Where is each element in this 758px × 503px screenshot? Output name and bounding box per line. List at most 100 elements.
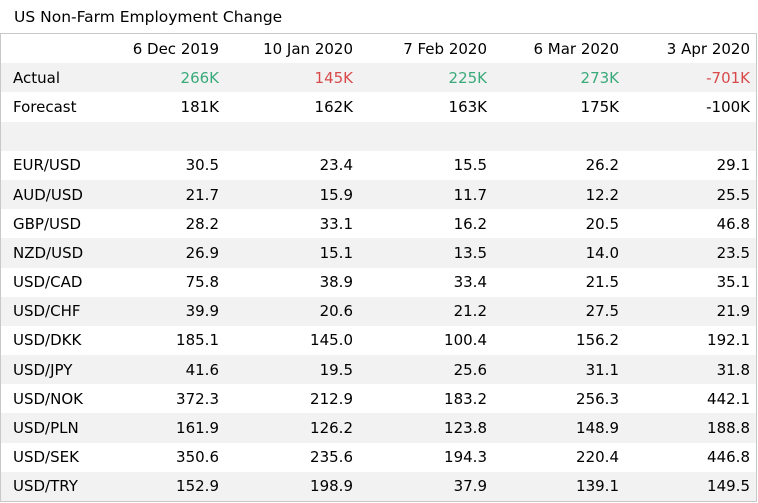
pair-row: USD/SEK 350.6 235.6 194.3 220.4 446.8 [1,443,756,472]
forecast-value: 162K [314,97,353,116]
pair-value: 26.2 [585,156,619,175]
table-title: US Non-Farm Employment Change [14,8,283,26]
actual-value: 225K [359,63,493,93]
row-label: USD/CAD [13,273,83,292]
pair-value: 33.4 [453,273,487,292]
pair-value: 123.8 [359,413,493,443]
pair-value: 19.5 [225,355,359,385]
pair-row: GBP/USD 28.2 33.1 16.2 20.5 46.8 [1,209,756,238]
row-label: Forecast [13,97,77,116]
pair-value: 149.5 [625,471,756,501]
pair-value: 21.5 [585,273,619,292]
pair-row: EUR/USD 30.5 23.4 15.5 26.2 29.1 [1,151,756,180]
row-label: USD/NOK [13,389,83,408]
pair-value: 38.9 [319,273,353,292]
data-table: 6 Dec 2019 10 Jan 2020 7 Feb 2020 6 Mar … [1,34,756,501]
actual-value: -701K [625,63,756,93]
pair-value: 25.5 [625,179,756,210]
row-label: USD/TRY [1,471,103,501]
row-label: USD/JPY [1,355,103,385]
pair-value: 145.0 [310,331,353,350]
data-table-container: 6 Dec 2019 10 Jan 2020 7 Feb 2020 6 Mar … [0,33,757,502]
pair-value: 198.9 [225,471,359,501]
row-label: USD/PLN [1,413,103,443]
table-body: 6 Dec 2019 10 Jan 2020 7 Feb 2020 6 Mar … [1,34,756,501]
pair-value: 148.9 [493,413,625,443]
pair-value: 75.8 [185,273,219,292]
pair-value: 33.1 [319,214,353,233]
column-header: 10 Jan 2020 [225,34,359,64]
pair-value: 156.2 [576,331,619,350]
forecast-value: 175K [580,97,619,116]
pair-value: 35.1 [716,273,750,292]
pair-value: 21.7 [103,179,225,210]
pair-row: USD/CAD 75.8 38.9 33.4 21.5 35.1 [1,268,756,297]
pair-row: USD/JPY 41.6 19.5 25.6 31.1 31.8 [1,355,756,385]
pair-value: 126.2 [225,413,359,443]
pair-value: 41.6 [103,355,225,385]
pair-value: 256.3 [576,389,619,408]
column-header: 6 Dec 2019 [103,34,225,64]
forecast-value: 181K [180,97,219,116]
pair-value: 13.5 [359,238,493,268]
forecast-value: -100K [706,97,750,116]
pair-value: 152.9 [103,471,225,501]
pair-value: 29.1 [716,156,750,175]
pair-value: 21.9 [625,296,756,326]
pair-value: 446.8 [707,448,750,467]
pair-value: 188.8 [625,413,756,443]
pair-value: 31.8 [625,355,756,385]
pair-row: USD/NOK 372.3 212.9 183.2 256.3 442.1 [1,384,756,413]
pair-value: 11.7 [359,179,493,210]
corner-cell [1,34,103,64]
pair-value: 39.9 [103,296,225,326]
pair-value: 21.2 [359,296,493,326]
pair-value: 235.6 [310,448,353,467]
pair-value: 30.5 [185,156,219,175]
row-label: EUR/USD [13,156,81,175]
row-label: USD/CHF [1,296,103,326]
pair-row: USD/CHF 39.9 20.6 21.2 27.5 21.9 [1,296,756,326]
row-label: NZD/USD [1,238,103,268]
pair-row: USD/PLN 161.9 126.2 123.8 148.9 188.8 [1,413,756,443]
pair-value: 37.9 [359,471,493,501]
pair-value: 350.6 [176,448,219,467]
pair-value: 161.9 [103,413,225,443]
actual-row: Actual 266K 145K 225K 273K -701K [1,63,756,93]
pair-value: 16.2 [453,214,487,233]
pair-value: 183.2 [444,389,487,408]
row-label: GBP/USD [13,214,82,233]
pair-value: 100.4 [444,331,487,350]
pair-value: 442.1 [707,389,750,408]
pair-value: 20.6 [225,296,359,326]
pair-value: 26.9 [103,238,225,268]
pair-row: USD/TRY 152.9 198.9 37.9 139.1 149.5 [1,471,756,501]
pair-value: 15.5 [453,156,487,175]
pair-value: 14.0 [493,238,625,268]
row-label: USD/SEK [13,448,79,467]
pair-value: 185.1 [176,331,219,350]
pair-value: 372.3 [176,389,219,408]
actual-value: 266K [103,63,225,93]
pair-value: 25.6 [359,355,493,385]
pair-value: 212.9 [310,389,353,408]
row-label: USD/DKK [13,331,82,350]
row-label: AUD/USD [1,179,103,210]
pair-value: 194.3 [444,448,487,467]
column-header: 7 Feb 2020 [359,34,493,64]
pair-value: 31.1 [493,355,625,385]
column-header: 3 Apr 2020 [625,34,756,64]
spacer-cell [1,121,756,151]
pair-value: 15.1 [225,238,359,268]
pair-value: 28.2 [185,214,219,233]
pair-value: 192.1 [707,331,750,350]
actual-value: 145K [225,63,359,93]
forecast-row: Forecast 181K 162K 163K 175K -100K [1,92,756,121]
pair-value: 46.8 [716,214,750,233]
header-row: 6 Dec 2019 10 Jan 2020 7 Feb 2020 6 Mar … [1,34,756,64]
pair-value: 12.2 [493,179,625,210]
actual-value: 273K [493,63,625,93]
column-header: 6 Mar 2020 [493,34,625,64]
pair-value: 23.4 [319,156,353,175]
